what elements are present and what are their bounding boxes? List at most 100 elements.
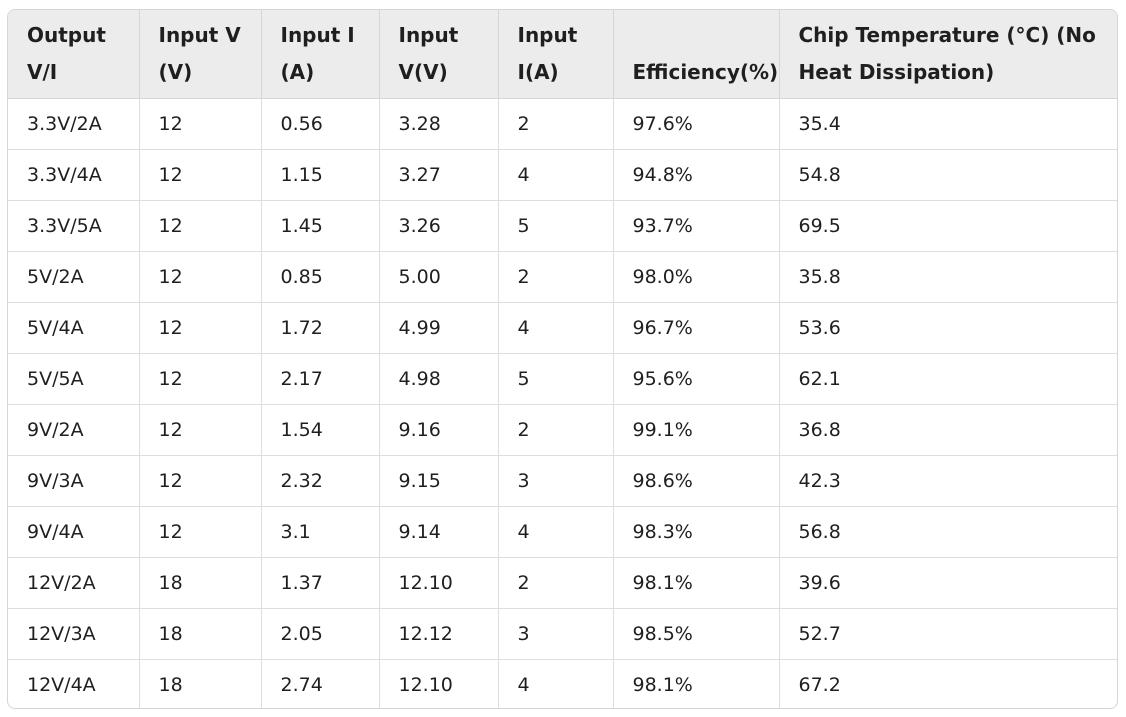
table-cell: 18 [139, 557, 262, 609]
table-row: 9V/3A 12 2.32 9.15 3 98.6% 42.3 [8, 455, 1117, 507]
table-row: 9V/4A 12 3.1 9.14 4 98.3% 56.8 [8, 506, 1117, 558]
table-row: 5V/2A 12 0.85 5.00 2 98.0% 35.8 [8, 251, 1117, 303]
table-cell: 12 [139, 98, 262, 150]
table-cell: 93.7% [613, 200, 780, 252]
table-cell: 39.6 [779, 557, 1117, 609]
table-row: 9V/2A 12 1.54 9.16 2 99.1% 36.8 [8, 404, 1117, 456]
column-header-col-input-v: Input V (V) [139, 10, 262, 99]
table-cell: 0.56 [261, 98, 380, 150]
table-cell: 12.10 [379, 659, 499, 708]
table-row: 12V/2A 18 1.37 12.10 2 98.1% 39.6 [8, 557, 1117, 609]
table-cell: 4.98 [379, 353, 499, 405]
efficiency-table: Output V/I Input V (V) Input I (A) Input V(… [8, 10, 1117, 708]
table-row: 3.3V/4A 12 1.15 3.27 4 94.8% 54.8 [8, 149, 1117, 201]
table-cell: 12 [139, 149, 262, 201]
table-cell: 4 [498, 149, 614, 201]
table-cell: 53.6 [779, 302, 1117, 354]
table-row: 5V/5A 12 2.17 4.98 5 95.6% 62.1 [8, 353, 1117, 405]
table-cell: 12 [139, 506, 262, 558]
table-cell: 5V/5A [8, 353, 140, 405]
column-header-col-chip-temperature: Chip Temperature (°C) (No Heat Dissipati… [779, 10, 1117, 99]
data-table-container: Output V/I Input V (V) Input I (A) Input V(… [7, 9, 1118, 709]
table-cell: 12V/3A [8, 608, 140, 660]
table-cell: 18 [139, 659, 262, 708]
table-cell: 12 [139, 251, 262, 303]
table-cell: 12.10 [379, 557, 499, 609]
table-cell: 9V/4A [8, 506, 140, 558]
column-header-col-efficiency: Efficiency(%) [613, 10, 780, 99]
table-cell: 1.15 [261, 149, 380, 201]
table-cell: 12 [139, 200, 262, 252]
column-header-col-input-v-measured: Input V(V) [379, 10, 499, 99]
table-cell: 9.15 [379, 455, 499, 507]
table-cell: 95.6% [613, 353, 780, 405]
header-row: Output V/I Input V (V) Input I (A) Input V(… [8, 10, 1117, 99]
table-cell: 3.3V/2A [8, 98, 140, 150]
table-cell: 96.7% [613, 302, 780, 354]
table-cell: 4 [498, 506, 614, 558]
table-row: 12V/4A 18 2.74 12.10 4 98.1% 67.2 [8, 659, 1117, 708]
table-cell: 98.3% [613, 506, 780, 558]
table-cell: 5 [498, 353, 614, 405]
table-cell: 9.14 [379, 506, 499, 558]
table-cell: 2.74 [261, 659, 380, 708]
table-cell: 3.26 [379, 200, 499, 252]
table-cell: 3 [498, 608, 614, 660]
table-row: 12V/3A 18 2.05 12.12 3 98.5% 52.7 [8, 608, 1117, 660]
table-cell: 12 [139, 353, 262, 405]
table-cell: 54.8 [779, 149, 1117, 201]
table-cell: 9V/2A [8, 404, 140, 456]
table-cell: 18 [139, 608, 262, 660]
table-body: 3.3V/2A 12 0.56 3.28 2 97.6% 35.4 3.3V/4A 12 1.15… [8, 98, 1117, 708]
table-cell: 4 [498, 302, 614, 354]
table-cell: 36.8 [779, 404, 1117, 456]
table-cell: 1.72 [261, 302, 380, 354]
table-header: Output V/I Input V (V) Input I (A) Input V(… [8, 10, 1117, 99]
table-cell: 4.99 [379, 302, 499, 354]
table-cell: 2.17 [261, 353, 380, 405]
table-cell: 9.16 [379, 404, 499, 456]
table-row: 3.3V/5A 12 1.45 3.26 5 93.7% 69.5 [8, 200, 1117, 252]
column-header-col-input-i-measured: Input I(A) [498, 10, 614, 99]
table-cell: 98.5% [613, 608, 780, 660]
table-cell: 98.0% [613, 251, 780, 303]
table-cell: 5V/4A [8, 302, 140, 354]
table-cell: 12V/2A [8, 557, 140, 609]
table-cell: 12 [139, 302, 262, 354]
table-cell: 35.4 [779, 98, 1117, 150]
table-cell: 3.1 [261, 506, 380, 558]
table-row: 3.3V/2A 12 0.56 3.28 2 97.6% 35.4 [8, 98, 1117, 150]
table-cell: 1.54 [261, 404, 380, 456]
table-cell: 5 [498, 200, 614, 252]
table-cell: 42.3 [779, 455, 1117, 507]
table-cell: 98.1% [613, 659, 780, 708]
table-cell: 1.45 [261, 200, 380, 252]
column-header-col-input-i: Input I (A) [261, 10, 380, 99]
table-cell: 0.85 [261, 251, 380, 303]
table-cell: 97.6% [613, 98, 780, 150]
table-cell: 2 [498, 404, 614, 456]
table-cell: 56.8 [779, 506, 1117, 558]
table-cell: 99.1% [613, 404, 780, 456]
table-cell: 5.00 [379, 251, 499, 303]
table-cell: 3 [498, 455, 614, 507]
table-cell: 5V/2A [8, 251, 140, 303]
table-cell: 12 [139, 455, 262, 507]
table-cell: 2 [498, 557, 614, 609]
table-cell: 1.37 [261, 557, 380, 609]
table-cell: 3.28 [379, 98, 499, 150]
table-row: 5V/4A 12 1.72 4.99 4 96.7% 53.6 [8, 302, 1117, 354]
table-cell: 3.27 [379, 149, 499, 201]
column-header-col-output-vi: Output V/I [8, 10, 140, 99]
table-cell: 9V/3A [8, 455, 140, 507]
table-cell: 94.8% [613, 149, 780, 201]
table-cell: 4 [498, 659, 614, 708]
table-cell: 3.3V/4A [8, 149, 140, 201]
table-cell: 52.7 [779, 608, 1117, 660]
table-cell: 2 [498, 98, 614, 150]
table-cell: 69.5 [779, 200, 1117, 252]
table-cell: 12V/4A [8, 659, 140, 708]
table-cell: 12.12 [379, 608, 499, 660]
table-cell: 2.32 [261, 455, 380, 507]
table-cell: 67.2 [798, 673, 841, 696]
